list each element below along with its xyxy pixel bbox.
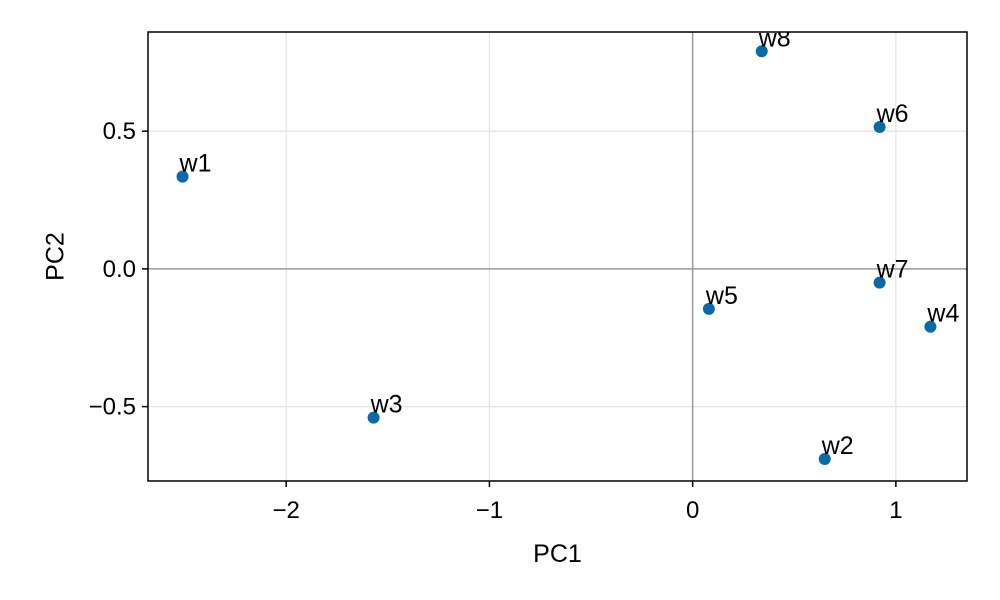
x-tick-label: 1 xyxy=(889,497,902,524)
plot-region: w1 w2 w3 w4 w5 w6 w7 w8 xyxy=(176,24,960,465)
x-tick-label: 0 xyxy=(686,497,699,524)
y-tick-label: −0.5 xyxy=(89,394,136,421)
zero-lines xyxy=(148,32,967,481)
y-tick-label: 0.5 xyxy=(103,118,136,145)
data-point-w2 xyxy=(818,452,831,465)
data-point-w8 xyxy=(755,45,768,58)
data-point-w1 xyxy=(176,170,189,183)
y-tick-label: 0.0 xyxy=(103,256,136,283)
point-labels: w1 w2 w3 w4 w5 w6 w7 w8 xyxy=(179,24,960,460)
data-points xyxy=(176,45,937,465)
point-label-w5: w5 xyxy=(705,282,738,310)
x-tick-label: −2 xyxy=(273,497,300,524)
point-label-w7: w7 xyxy=(876,256,909,284)
data-point-w5 xyxy=(702,302,715,315)
data-point-w4 xyxy=(924,320,937,333)
plot-frame xyxy=(147,31,968,482)
data-point-w3 xyxy=(367,411,380,424)
point-label-w8: w8 xyxy=(758,24,791,52)
x-tick-label: −1 xyxy=(476,497,503,524)
point-label-w2: w2 xyxy=(821,432,854,460)
y-axis-title: PC2 xyxy=(42,232,70,281)
point-label-w1: w1 xyxy=(179,150,212,178)
grid-lines xyxy=(148,32,967,481)
point-label-w3: w3 xyxy=(370,391,403,419)
data-point-w7 xyxy=(873,276,886,289)
point-label-w6: w6 xyxy=(876,100,909,128)
data-point-w6 xyxy=(873,121,886,134)
x-axis-ticks: −2 −1 0 1 xyxy=(273,481,903,524)
point-label-w4: w4 xyxy=(926,300,959,328)
y-axis-ticks: −0.5 0.0 0.5 xyxy=(89,118,148,421)
x-axis-title: PC1 xyxy=(533,540,582,568)
